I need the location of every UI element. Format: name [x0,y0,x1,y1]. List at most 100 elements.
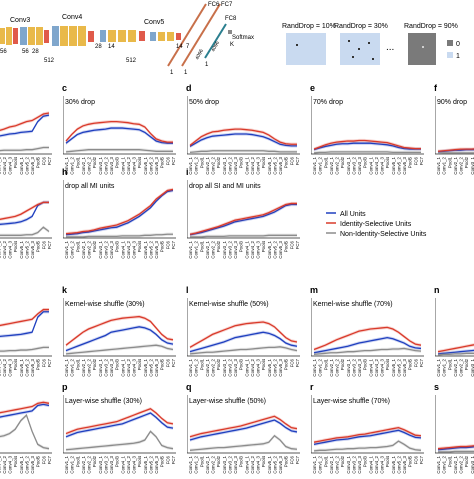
x-tick-label: Pool5 [36,240,41,252]
series-line-identity-selective [0,112,50,131]
x-tick-label: FC6 [165,358,170,367]
conv-block [28,27,35,45]
x-tick-label: Pool5 [284,156,289,168]
panel-content: Conv4_1Conv4_2Conv4_3Pool4Conv5_1Conv5_2… [0,200,52,259]
x-tick-label: Conv4_1 [120,240,125,258]
x-tick-label: Pool2 [340,455,345,467]
x-tick-label: Conv3_1 [222,156,227,174]
network-diagram: Conv3 Conv4 Conv5 FC6 FC7 FC8 Softmax 56… [0,2,460,76]
x-tick-label: Conv2_1 [205,240,210,258]
x-tick-label: Conv4_3 [256,156,261,174]
series-line-all-units [65,326,174,352]
panel-title: drop all SI and MI units [189,183,261,190]
series-line-non-identity-selective [0,226,50,236]
x-tick-label: FC6 [165,455,170,464]
x-tick-label: Pool1 [323,156,328,168]
x-tick-label: Pool3 [115,240,120,252]
x-tick-label: Pool5 [408,358,413,370]
x-tick-label: Conv4_1 [0,156,1,174]
x-tick-label: Pool2 [92,455,97,467]
x-tick-label: Conv5_3 [402,156,407,174]
chart-panel: Conv1_1 Conv1_2 Pool1 Conv2_1 Conv2_2 Pool2 Co… [62,285,176,377]
x-tick-label: Pool1 [75,358,80,370]
x-tick-label: Conv4_1 [120,156,125,174]
series-line-identity-selective [437,445,474,450]
x-tick-label: Pool4 [13,358,18,370]
panel-content: Conv4_1Conv4_2Conv4_3Pool4Conv5_1Conv5_2… [0,400,52,474]
panel-letter: f [434,83,438,93]
panel-letter: d [186,83,192,93]
dim-label: 4096 [210,40,221,53]
series-line-non-identity-selective [65,344,174,355]
chart-panel: Conv1_1 Conv1_2 Pool1 Conv2_1 Conv2_2 Pool2 Co… [186,167,300,259]
panel-title: 70% drop [313,99,343,106]
x-tick-label: FC7 [171,240,176,249]
x-tick-label: Pool2 [340,358,345,370]
panel-content: Conv1_1 Conv1_2 Pool1 Conv2_1 Conv2_2 Pool2 Co… [63,395,176,474]
x-tick-label: FC7 [295,156,300,165]
x-tick-label: Conv5_1 [267,240,272,258]
softmax-block [228,30,232,34]
x-tick-label: Conv1_1 [312,455,317,473]
dim-label: 14 [176,44,183,50]
x-tick-label: Conv3_1 [222,358,227,376]
x-tick-label: Pool5 [284,240,289,252]
x-tick-label: Conv5_1 [267,455,272,473]
chart-panel: Conv1_1 Conv1_2 Pool1 Conv2_1 Conv2_2 Pool2 Co… [62,382,176,474]
x-tick-label: Conv1_1 [312,358,317,376]
panel-content: Conv1_1 Conv1_2 Pool1 Conv2_1 Conv2_2 Pool2 Co… [187,180,300,259]
series-line-all-units [0,311,49,338]
series-line-non-identity-selective [0,346,49,352]
series-line-non-identity-selective [313,440,422,452]
series-band-identity-selective [0,111,49,132]
x-tick-label: Pool2 [92,240,97,252]
panel-title: Layer-wise shuffle (30%) [65,398,142,405]
x-tick-label: Conv2_2 [459,156,464,174]
chart-panel: Conv4_1Conv4_2Conv4_3Pool4Conv5_1Conv5_2… [0,307,52,377]
x-tick-label: Conv4_2 [250,240,255,258]
series-line-identity-selective [189,128,297,146]
x-tick-label: Conv5_2 [148,240,153,258]
x-tick-label: Pool1 [447,358,452,370]
drop-point [348,40,350,42]
series-line-non-identity-selective [190,234,297,238]
x-tick-label: Conv2_2 [211,455,216,473]
x-tick-label: Conv2_2 [459,455,464,473]
conv-block [176,33,181,40]
dim-label: 56 [0,49,7,55]
series-band-identity-selective [66,187,173,236]
conv-block [36,27,43,45]
x-tick-label: Conv5_3 [30,455,35,473]
x-tick-label: Pool5 [284,455,289,467]
x-tick-label: Conv1_1 [188,240,193,258]
x-tick-label: Conv1_2 [70,240,75,258]
conv-block [139,31,145,41]
x-tick-label: Conv3_3 [109,156,114,174]
x-tick-label: Conv5_3 [154,156,159,174]
x-tick-label: Conv4_3 [132,156,137,174]
series-band-identity-selective [314,325,421,352]
x-tick-label: Conv5_1 [143,455,148,473]
drop-point [422,46,424,48]
randdrop-label-30: RandDrop = 30% [334,23,388,30]
x-tick-label: Pool4 [261,156,266,168]
x-tick-label: Pool3 [115,156,120,168]
x-tick-label: Conv3_2 [351,358,356,376]
series-band-non-identity-selective [66,429,173,452]
x-tick-label: Pool1 [75,156,80,168]
x-tick-label: Conv5_3 [402,455,407,473]
x-tick-label: Conv4_2 [250,358,255,376]
x-tick-label: Pool2 [216,358,221,370]
x-tick-label: Conv2_2 [211,240,216,258]
x-tick-label: Conv3_3 [233,240,238,258]
x-tick-label: Pool4 [261,358,266,370]
panel-title: Layer-wise shuffle (70%) [313,398,390,405]
x-tick-label: Conv5_1 [143,358,148,376]
x-tick-label: Conv2_1 [329,156,334,174]
conv-block [60,26,68,46]
x-tick-label: Conv5_2 [148,455,153,473]
x-tick-label: Conv1_2 [70,358,75,376]
x-tick-label: FC7 [171,455,176,464]
